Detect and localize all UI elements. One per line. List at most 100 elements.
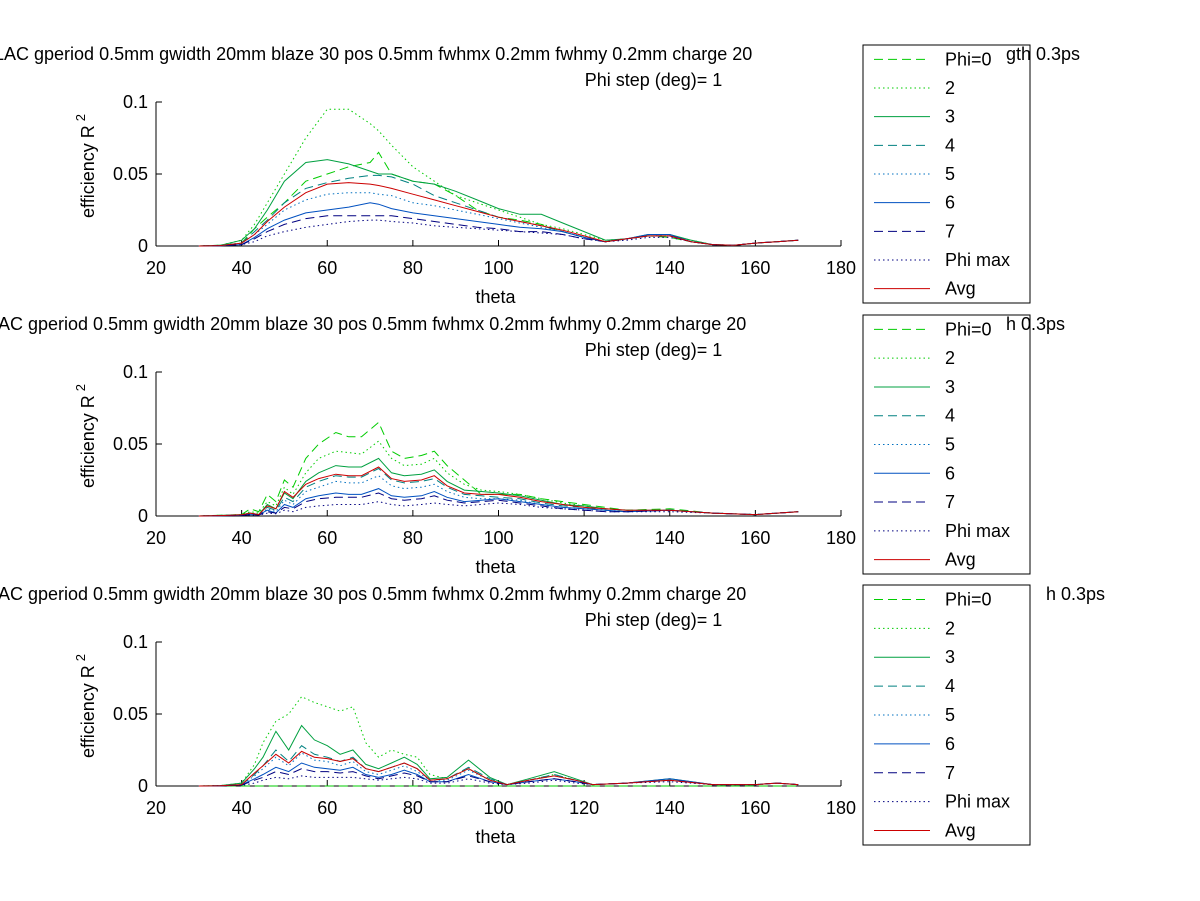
series-line-7 bbox=[198, 768, 799, 787]
legend-entry: Phi max bbox=[945, 521, 1010, 541]
x-tick-label: 180 bbox=[826, 528, 856, 548]
chart-subtitle: Phi step (deg)= 1 bbox=[585, 340, 723, 360]
legend-entry: 3 bbox=[945, 647, 955, 667]
legend-box bbox=[862, 584, 1031, 846]
x-tick-label: 120 bbox=[569, 258, 599, 278]
legend-entry: 6 bbox=[945, 734, 955, 754]
chart-title: AC gperiod 0.5mm gwidth 20mm blaze 30 po… bbox=[0, 584, 746, 604]
y-axis-label-text: efficiency R bbox=[78, 665, 98, 758]
legend: Phi=0 2 3 4 5 6 7 Phi max Avg bbox=[862, 44, 1031, 304]
chart-title-tail: gth 0.3ps bbox=[1006, 44, 1080, 64]
x-tick-label: 20 bbox=[146, 798, 166, 818]
x-tick-label: 140 bbox=[655, 798, 685, 818]
legend-entry: 4 bbox=[945, 406, 955, 426]
x-axis-label: theta bbox=[475, 287, 516, 307]
chart-title-tail: h 0.3ps bbox=[1006, 314, 1065, 334]
legend-entry: 5 bbox=[945, 164, 955, 184]
chart-title-tail: h 0.3ps bbox=[1046, 584, 1105, 604]
y-axis-label-exponent: 2 bbox=[73, 384, 88, 391]
x-tick-label: 60 bbox=[317, 258, 337, 278]
y-tick-label: 0.05 bbox=[113, 704, 148, 724]
series-line-avg bbox=[198, 466, 799, 517]
y-axis-label: efficiency R 2 bbox=[73, 384, 98, 488]
legend-entry: 3 bbox=[945, 107, 955, 127]
legend-entry: 2 bbox=[945, 78, 955, 98]
series-line-4 bbox=[198, 174, 799, 247]
x-tick-label: 40 bbox=[232, 528, 252, 548]
x-tick-label: 20 bbox=[146, 258, 166, 278]
x-tick-label: 80 bbox=[403, 258, 423, 278]
x-tick-label: 180 bbox=[826, 258, 856, 278]
chart-panel-2: AC gperiod 0.5mm gwidth 20mm blaze 30 po… bbox=[0, 314, 1065, 577]
legend: Phi=0 2 3 4 5 6 7 Phi max Avg bbox=[862, 584, 1031, 846]
legend-entry: Phi=0 bbox=[945, 49, 992, 69]
series-line-5 bbox=[198, 192, 799, 247]
chart-title: LAC gperiod 0.5mm gwidth 20mm blaze 30 p… bbox=[0, 44, 752, 64]
legend-entry: Avg bbox=[945, 550, 976, 570]
legend-entry: 2 bbox=[945, 618, 955, 638]
chart-subtitle: Phi step (deg)= 1 bbox=[585, 70, 723, 90]
series-line-5 bbox=[198, 475, 799, 517]
x-tick-label: 100 bbox=[483, 258, 513, 278]
legend-entry: Phi=0 bbox=[945, 319, 992, 339]
chart-panel-3: AC gperiod 0.5mm gwidth 20mm blaze 30 po… bbox=[0, 584, 1105, 847]
legend-entry: 6 bbox=[945, 193, 955, 213]
legend-entry: 6 bbox=[945, 463, 955, 483]
series-line-3 bbox=[198, 159, 799, 247]
series-line-4 bbox=[198, 467, 799, 517]
y-tick-label: 0.1 bbox=[123, 92, 148, 112]
x-axis-label: theta bbox=[475, 827, 516, 847]
series-line-avg bbox=[198, 750, 799, 787]
legend-entry: 7 bbox=[945, 221, 955, 241]
series-line-2 bbox=[198, 696, 799, 787]
legend-entry: 7 bbox=[945, 492, 955, 512]
x-tick-label: 160 bbox=[740, 798, 770, 818]
series-line-avg bbox=[198, 182, 799, 247]
series-line-2 bbox=[198, 108, 799, 247]
series-line-phi-max bbox=[198, 501, 799, 517]
y-tick-label: 0.1 bbox=[123, 362, 148, 382]
chart-panel-1: LAC gperiod 0.5mm gwidth 20mm blaze 30 p… bbox=[0, 44, 1080, 307]
x-tick-label: 100 bbox=[483, 798, 513, 818]
x-tick-label: 180 bbox=[826, 798, 856, 818]
legend-box bbox=[862, 44, 1031, 304]
legend-entry: 5 bbox=[945, 435, 955, 455]
series-line-6 bbox=[198, 202, 799, 247]
x-tick-label: 140 bbox=[655, 528, 685, 548]
x-tick-label: 40 bbox=[232, 258, 252, 278]
legend-entry: 7 bbox=[945, 763, 955, 783]
x-tick-label: 20 bbox=[146, 528, 166, 548]
series-line-7 bbox=[198, 215, 799, 247]
legend-entry: Phi max bbox=[945, 250, 1010, 270]
x-tick-label: 60 bbox=[317, 528, 337, 548]
x-tick-label: 80 bbox=[403, 798, 423, 818]
y-axis-label-text: efficiency R bbox=[78, 395, 98, 488]
series-line-phi-0 bbox=[198, 421, 799, 517]
legend-entry: Phi max bbox=[945, 792, 1010, 812]
legend-entry: Phi=0 bbox=[945, 589, 992, 609]
x-tick-label: 160 bbox=[740, 528, 770, 548]
y-axis-label-text: efficiency R bbox=[78, 125, 98, 218]
series-line-6 bbox=[198, 488, 799, 517]
legend-entry: 2 bbox=[945, 348, 955, 368]
legend-entry: 3 bbox=[945, 377, 955, 397]
legend-entry: Avg bbox=[945, 821, 976, 841]
series-line-7 bbox=[198, 492, 799, 517]
legend-entry: 4 bbox=[945, 676, 955, 696]
y-axis-label-exponent: 2 bbox=[73, 114, 88, 121]
y-axis-label: efficiency R 2 bbox=[73, 114, 98, 218]
y-tick-label: 0.1 bbox=[123, 632, 148, 652]
x-tick-label: 40 bbox=[232, 798, 252, 818]
x-tick-label: 80 bbox=[403, 528, 423, 548]
x-tick-label: 60 bbox=[317, 798, 337, 818]
series-line-3 bbox=[198, 724, 799, 787]
legend-entry: Avg bbox=[945, 279, 976, 299]
y-tick-label: 0 bbox=[138, 506, 148, 526]
series-line-3 bbox=[198, 457, 799, 517]
x-tick-label: 160 bbox=[740, 258, 770, 278]
legend-box bbox=[862, 314, 1031, 575]
y-axis-label-exponent: 2 bbox=[73, 654, 88, 661]
legend-entry: 5 bbox=[945, 705, 955, 725]
x-tick-label: 100 bbox=[483, 528, 513, 548]
